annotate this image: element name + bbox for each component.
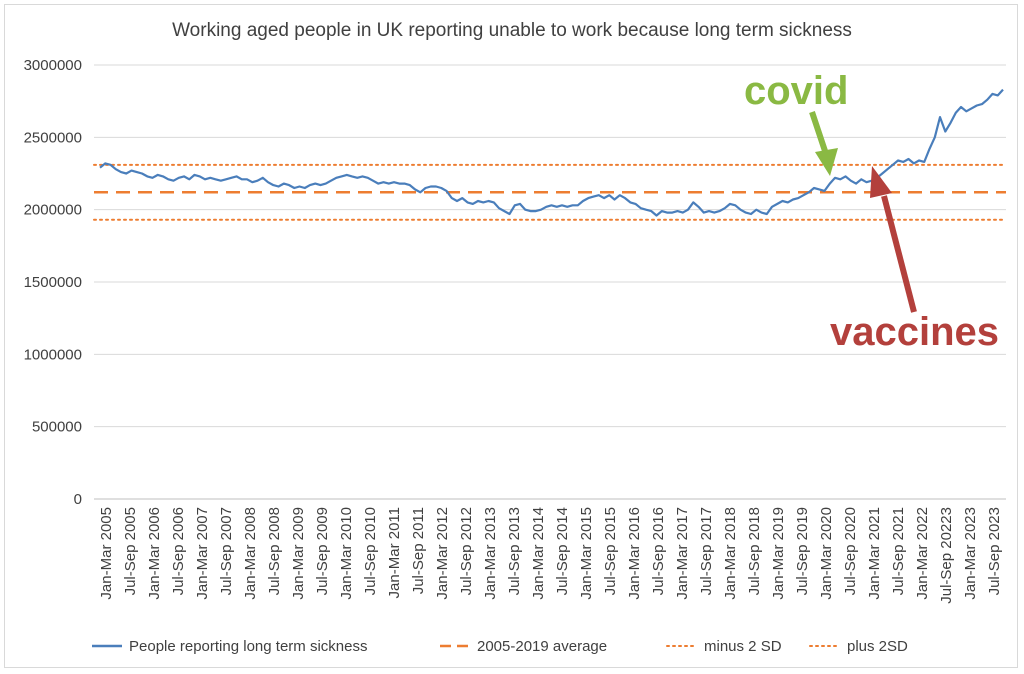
x-tick-label: Jul-Sep 2019 (794, 507, 811, 595)
x-tick-label: Jan-Mar 2013 (482, 507, 499, 600)
x-tick-label: Jul-Sep 2005 (122, 507, 139, 595)
x-tick-label: Jan-Mar 2022 (914, 507, 931, 600)
x-tick-label: Jan-Mar 2008 (242, 507, 259, 600)
x-tick-label: Jan-Mar 2005 (98, 507, 115, 600)
x-tick-label: Jul-Sep 2023 (986, 507, 1003, 595)
x-tick-label: Jan-Mar 2011 (386, 507, 403, 598)
legend: People reporting long term sickness 2005-… (92, 638, 908, 655)
x-tick-label: Jan-Mar 2020 (818, 507, 835, 600)
x-axis-ticks: Jan-Mar 2005 Jul-Sep 2005 Jan-Mar 2006 Jul-… (98, 507, 1003, 604)
x-tick-label: Jan-Mar 2016 (626, 507, 643, 600)
x-tick-label: Jan-Mar 2007 (194, 507, 211, 600)
legend-label: minus 2 SD (704, 638, 782, 655)
x-tick-label: Jul-Sep 2017 (698, 507, 715, 595)
x-tick-label: Jan-Mar 2023 (962, 507, 979, 600)
x-tick-label: Jan-Mar 2019 (770, 507, 787, 600)
x-tick-label: Jul-Sep 2016 (650, 507, 667, 595)
annotation-covid-arrow-head (815, 148, 838, 176)
x-tick-label: Jul-Sep 2011 (410, 507, 427, 594)
x-tick-label: Jul-Sep 2020 (842, 507, 859, 595)
x-tick-label: Jul-Sep 2008 (266, 507, 283, 595)
y-tick-label: 3000000 (24, 57, 82, 74)
x-tick-label: Jan-Mar 2012 (434, 507, 451, 600)
x-tick-label: Jul-Sep 2010 (362, 507, 379, 595)
gridlines (94, 64, 1006, 500)
x-tick-label: Jul-Sep 2015 (602, 507, 619, 595)
x-tick-label: Jul-Sep 2018 (746, 507, 763, 595)
annotation-vaccines: vaccines (830, 310, 999, 354)
legend-label: People reporting long term sickness (129, 638, 367, 655)
y-tick-label: 1000000 (24, 346, 82, 363)
x-tick-label: Jan-Mar 2015 (578, 507, 595, 600)
x-tick-label: Jul-Sep 2006 (170, 507, 187, 595)
chart-frame (4, 4, 1018, 668)
y-tick-label: 500000 (32, 419, 82, 436)
series-lines (99, 88, 1004, 217)
x-tick-label: Jul-Sep 2009 (314, 507, 331, 595)
x-tick-label: Jan-Mar 2010 (338, 507, 355, 600)
y-tick-label: 1500000 (24, 274, 82, 291)
x-tick-label: Jul-Sep 2014 (554, 507, 571, 595)
x-tick-label: Jul-Sep 2007 (218, 507, 235, 595)
x-tick-label: Jan-Mar 2006 (146, 507, 163, 600)
x-tick-label: Jul-Sep 2013 (506, 507, 523, 595)
x-tick-label: Jul-Sep 2021 (890, 507, 907, 595)
x-tick-label: Jan-Mar 2018 (722, 507, 739, 600)
reference-lines (93, 163, 1007, 221)
x-tick-label: Jan-Mar 2021 (866, 507, 883, 600)
y-tick-label: 2000000 (24, 202, 82, 219)
series-line-long-term-sickness (99, 88, 1004, 217)
annotation-vaccines-arrow-head (870, 166, 892, 198)
y-tick-label: 0 (74, 491, 82, 508)
x-tick-label: Jan-Mar 2009 (290, 507, 307, 600)
x-tick-label: Jan-Mar 2017 (674, 507, 691, 600)
chart-title: Working aged people in UK reporting unab… (172, 20, 852, 41)
y-axis-ticks: 0 500000 1000000 1500000 2000000 2500000 30000… (24, 57, 82, 508)
legend-label: plus 2SD (847, 638, 908, 655)
annotation-covid: covid (744, 69, 848, 113)
y-tick-label: 2500000 (24, 129, 82, 146)
x-tick-label: Jul-Sep 20223 (938, 507, 955, 604)
x-tick-label: Jan-Mar 2014 (530, 507, 547, 600)
legend-label: 2005-2019 average (477, 638, 607, 655)
annotation-covid-arrow-shaft (809, 111, 829, 155)
annotation-vaccines-arrow-shaft (881, 195, 917, 313)
x-tick-label: Jul-Sep 2012 (458, 507, 475, 595)
annotations: covid vaccines (744, 69, 999, 354)
